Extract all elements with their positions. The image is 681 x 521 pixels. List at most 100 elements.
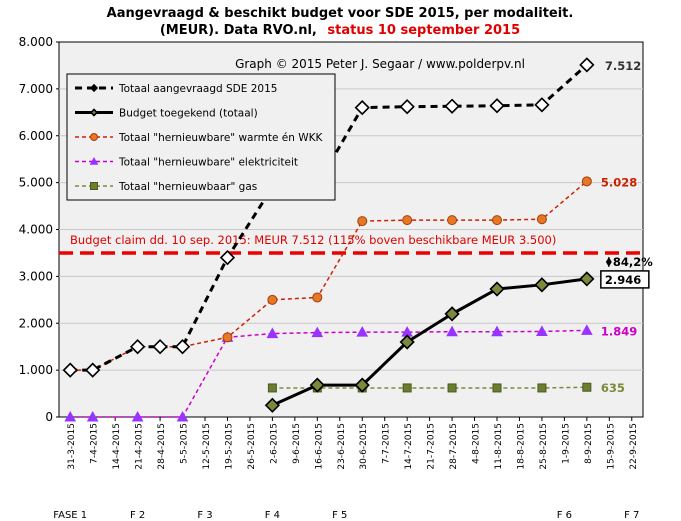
y-tick-label: 5.000 (19, 176, 53, 190)
phase-label: F 3 (197, 510, 212, 521)
series-budget (264, 271, 595, 413)
y-tick-label: 4.000 (19, 223, 53, 237)
x-tick-label: 22-9-2015 (629, 423, 639, 470)
point-budget (534, 277, 550, 293)
x-tick-label: 25-8-2015 (539, 423, 549, 470)
series-line-gas (272, 386, 587, 389)
x-tick-label: 21-7-2015 (427, 423, 437, 470)
point-total_requested (399, 99, 415, 115)
x-tick-label: 9-6-2015 (292, 423, 302, 464)
point-elektriciteit (491, 325, 503, 337)
y-tick-label: 3.000 (19, 269, 53, 283)
point-budget (489, 281, 505, 297)
x-tick-label: 8-9-2015 (584, 423, 594, 464)
point-gas (447, 383, 457, 393)
point-warmte (222, 332, 233, 343)
x-tick-label: 15-9-2015 (606, 423, 616, 470)
claim-pct-label: 84,2% (613, 255, 653, 269)
point-total_requested (534, 97, 550, 113)
point-gas (492, 383, 502, 393)
point-gas (537, 383, 547, 393)
x-tick-label: 18-8-2015 (516, 423, 526, 470)
legend: Totaal aangevraagd SDE 2015 Budget toegek… (66, 73, 336, 201)
graph-credit: Graph © 2015 Peter J. Segaar / www.polde… (235, 57, 525, 71)
point-elektriciteit (131, 410, 144, 422)
end-label-budget: 2.946 (605, 273, 641, 287)
y-tick-label: 1.000 (19, 363, 53, 377)
point-warmte (492, 215, 502, 226)
x-tick-label: 12-5-2015 (202, 423, 212, 470)
phase-label: F 2 (130, 510, 145, 521)
x-tick-label: 1-9-2015 (561, 423, 571, 464)
point-budget (444, 306, 460, 322)
x-tick-label: 5-5-2015 (180, 423, 190, 464)
y-tick-label: 7.000 (19, 82, 53, 96)
point-elektriciteit (580, 324, 593, 335)
point-elektriciteit (266, 327, 279, 339)
x-tick-label: 26-5-2015 (247, 423, 257, 470)
point-total_requested (489, 98, 505, 114)
point-warmte (267, 294, 278, 305)
point-elektriciteit (311, 326, 324, 338)
series-line-warmte (70, 180, 588, 371)
point-warmte (402, 215, 413, 226)
legend-item-total_requested: Totaal aangevraagd SDE 2015 (75, 83, 277, 95)
point-warmte (447, 215, 458, 226)
legend-swatch-marker (89, 83, 99, 93)
x-tick-label: 11-8-2015 (494, 423, 504, 470)
legend-label: Totaal "hernieuwbare" elektriciteit (118, 157, 298, 169)
legend-swatch-marker (89, 156, 99, 165)
point-total_requested (62, 362, 78, 378)
legend-swatch-marker (89, 108, 99, 117)
x-tick-label: 4-8-2015 (472, 423, 482, 464)
phase-label: FASE 1 (53, 510, 87, 521)
point-total_requested (129, 339, 146, 355)
point-gas (267, 383, 277, 393)
end-label-gas: 635 (601, 381, 625, 395)
claim-line-group: Budget claim dd. 10 sep. 2015: MEUR 7.51… (59, 233, 643, 255)
point-budget (354, 377, 370, 393)
phase-label: F 6 (557, 510, 572, 521)
point-total_requested (152, 339, 168, 355)
end-label-elektriciteit: 1.849 (601, 324, 637, 338)
series-group (62, 57, 595, 422)
x-tick-label: 30-6-2015 (359, 423, 369, 470)
point-elektriciteit (64, 410, 77, 422)
chart-title-line2-black: (MEUR). Data RVO.nl, (160, 23, 317, 38)
phase-label: F 7 (624, 510, 639, 521)
x-tick-label: 7-4-2015 (90, 423, 100, 464)
point-total_requested (219, 249, 236, 266)
y-tick-label: 2.000 (19, 316, 53, 330)
chart-title-line2-red: status 10 september 2015 (327, 23, 520, 38)
y-tick-label: 8.000 (19, 35, 53, 49)
x-tick-label: 2-6-2015 (269, 423, 279, 464)
x-tick-label: 23-6-2015 (337, 423, 347, 470)
point-warmte (581, 176, 592, 187)
point-elektriciteit (86, 410, 99, 422)
chart-title-line1: Aangevraagd & beschikt budget voor SDE 2… (107, 6, 574, 21)
legend-label: Totaal "hernieuwbaar" gas (118, 181, 257, 193)
point-total_requested (444, 98, 460, 114)
x-tick-label: 28-7-2015 (449, 423, 459, 470)
x-tick-label: 28-4-2015 (157, 423, 167, 470)
end-labels: 7.512 5.028 1.849 635 2.946 84,2% (600, 59, 653, 395)
y-axis-ticks: 0 1.000 2.000 3.000 4.000 5.000 6.000 7.000 8.00… (19, 35, 59, 424)
legend-item-gas: Totaal "hernieuwbaar" gas (75, 181, 257, 193)
x-tick-label: 14-4-2015 (112, 423, 122, 470)
end-label-total_requested: 7.512 (605, 59, 641, 73)
point-gas (402, 383, 412, 393)
legend-label: Totaal aangevraagd SDE 2015 (118, 83, 277, 95)
x-tick-label: 7-7-2015 (382, 423, 392, 464)
point-budget (264, 397, 281, 413)
point-total_requested (579, 57, 595, 73)
point-elektriciteit (356, 326, 369, 337)
legend-swatch-marker (90, 133, 98, 141)
y-tick-label: 0 (45, 410, 53, 424)
x-tick-label: 21-4-2015 (135, 423, 145, 470)
legend-swatch-marker (90, 182, 98, 190)
end-label-box (600, 270, 650, 289)
legend-label: Budget toegekend (totaal) (119, 108, 258, 120)
x-tick-label: 31-3-2015 (67, 423, 77, 470)
